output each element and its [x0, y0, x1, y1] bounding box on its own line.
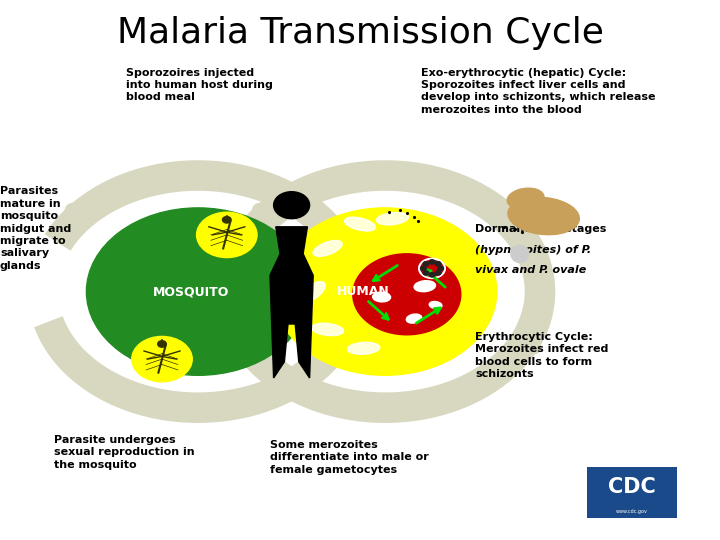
- Circle shape: [423, 262, 429, 266]
- Text: Erythrocytic Cycle:
Merozoites infect red
blood cells to form
schizonts: Erythrocytic Cycle: Merozoites infect re…: [475, 332, 608, 379]
- Circle shape: [438, 266, 444, 271]
- Text: Parasite undergoes
sexual reproduction in
the mosquito: Parasite undergoes sexual reproduction i…: [54, 435, 194, 469]
- Circle shape: [274, 208, 497, 375]
- Ellipse shape: [373, 292, 390, 302]
- Text: Exo-erythrocytic (hepatic) Cycle:
Sporozoites infect liver cells and
develop int: Exo-erythrocytic (hepatic) Cycle: Sporoz…: [421, 68, 656, 114]
- Ellipse shape: [541, 204, 575, 233]
- Ellipse shape: [313, 240, 342, 256]
- Text: Dormant liver stages: Dormant liver stages: [475, 224, 606, 234]
- Ellipse shape: [507, 188, 544, 210]
- Ellipse shape: [429, 301, 442, 309]
- Text: (hypnozoites) of P.: (hypnozoites) of P.: [475, 245, 591, 255]
- Text: vivax and P. ovale: vivax and P. ovale: [475, 265, 587, 275]
- Circle shape: [197, 212, 257, 258]
- Ellipse shape: [348, 342, 379, 354]
- Circle shape: [435, 271, 441, 275]
- Circle shape: [429, 273, 435, 277]
- Circle shape: [429, 260, 435, 264]
- Text: Sporozoires injected
into human host during
blood meal: Sporozoires injected into human host dur…: [126, 68, 273, 102]
- Circle shape: [435, 262, 441, 266]
- Text: MOSQUITO: MOSQUITO: [153, 285, 229, 298]
- Text: HUMAN: HUMAN: [337, 285, 390, 298]
- Ellipse shape: [511, 245, 528, 262]
- Circle shape: [132, 336, 192, 382]
- Text: www.cdc.gov: www.cdc.gov: [616, 509, 648, 514]
- FancyBboxPatch shape: [587, 467, 677, 518]
- Text: CDC: CDC: [608, 477, 656, 497]
- Text: Parasites
mature in
mosquito
midgut and
migrate to
salivary
glands: Parasites mature in mosquito midgut and …: [0, 186, 71, 271]
- Ellipse shape: [345, 217, 375, 231]
- Text: Malaria Transmission Cycle: Malaria Transmission Cycle: [117, 16, 603, 50]
- Ellipse shape: [312, 323, 343, 336]
- Ellipse shape: [301, 281, 325, 302]
- Circle shape: [158, 341, 166, 347]
- Circle shape: [423, 271, 429, 275]
- Polygon shape: [270, 227, 313, 378]
- Circle shape: [274, 192, 310, 219]
- Circle shape: [353, 254, 461, 335]
- Text: Some merozoites
differentiate into male or
female gametocytes: Some merozoites differentiate into male …: [270, 440, 428, 475]
- Circle shape: [420, 266, 426, 271]
- Ellipse shape: [377, 212, 408, 225]
- Ellipse shape: [414, 281, 436, 292]
- Ellipse shape: [406, 314, 422, 323]
- Ellipse shape: [508, 197, 580, 235]
- Circle shape: [222, 217, 231, 223]
- Circle shape: [86, 208, 310, 375]
